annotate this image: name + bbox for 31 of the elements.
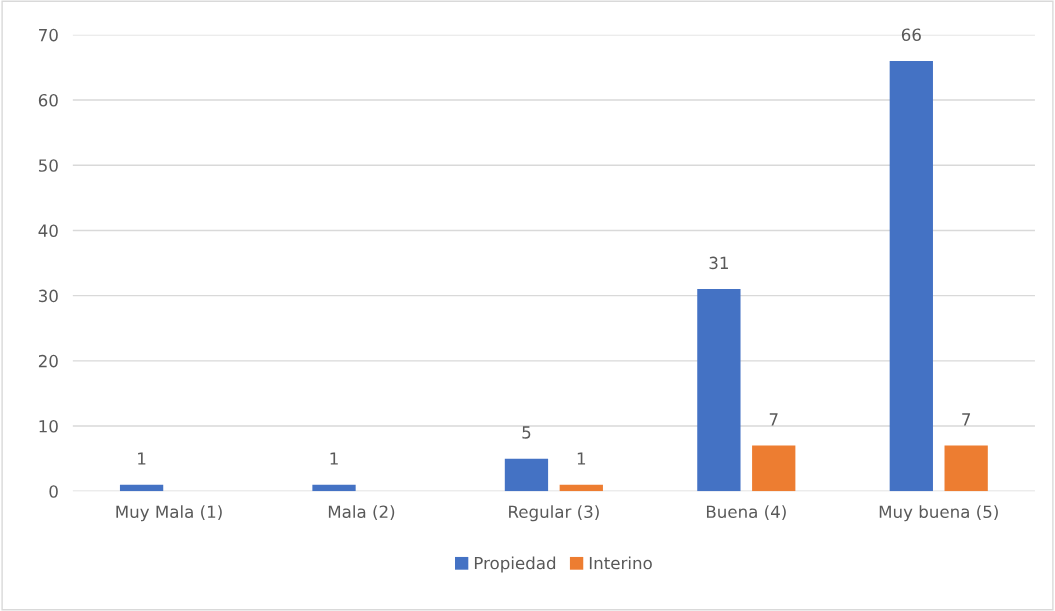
bar (752, 445, 796, 492)
data-label: 66 (901, 28, 921, 42)
data-label: 7 (962, 413, 971, 426)
data-label: 1 (330, 452, 338, 465)
y-tick-label: 70 (39, 28, 58, 42)
y-tick-label: 40 (38, 224, 58, 237)
bar (312, 484, 356, 492)
legend-label: Propiedad (474, 556, 556, 573)
bar (504, 458, 549, 492)
y-tick-label: 30 (38, 289, 58, 303)
y-tick-label: 50 (38, 159, 58, 172)
x-tick-label: Muy buena (5) (879, 505, 998, 522)
data-label: 1 (138, 452, 146, 465)
legend-label: Interino (589, 556, 652, 570)
data-label: 31 (709, 256, 728, 270)
x-tick-label: Regular (3) (509, 505, 599, 522)
data-label: 1 (577, 452, 586, 465)
x-tick-label: Muy Mala (1) (116, 505, 222, 522)
y-tick-label: 10 (39, 420, 58, 433)
x-tick-label: Buena (4) (706, 505, 786, 520)
bar (119, 484, 164, 492)
bar (944, 445, 988, 492)
bar (697, 289, 741, 492)
bar (559, 484, 603, 492)
bar (889, 60, 933, 492)
y-tick-label: 60 (38, 93, 58, 107)
x-tick-label: Mala (2) (328, 505, 395, 520)
data-label: 5 (522, 426, 531, 439)
data-label: 7 (769, 413, 778, 426)
y-tick-label: 0 (49, 485, 58, 498)
y-tick-label: 20 (38, 354, 58, 368)
